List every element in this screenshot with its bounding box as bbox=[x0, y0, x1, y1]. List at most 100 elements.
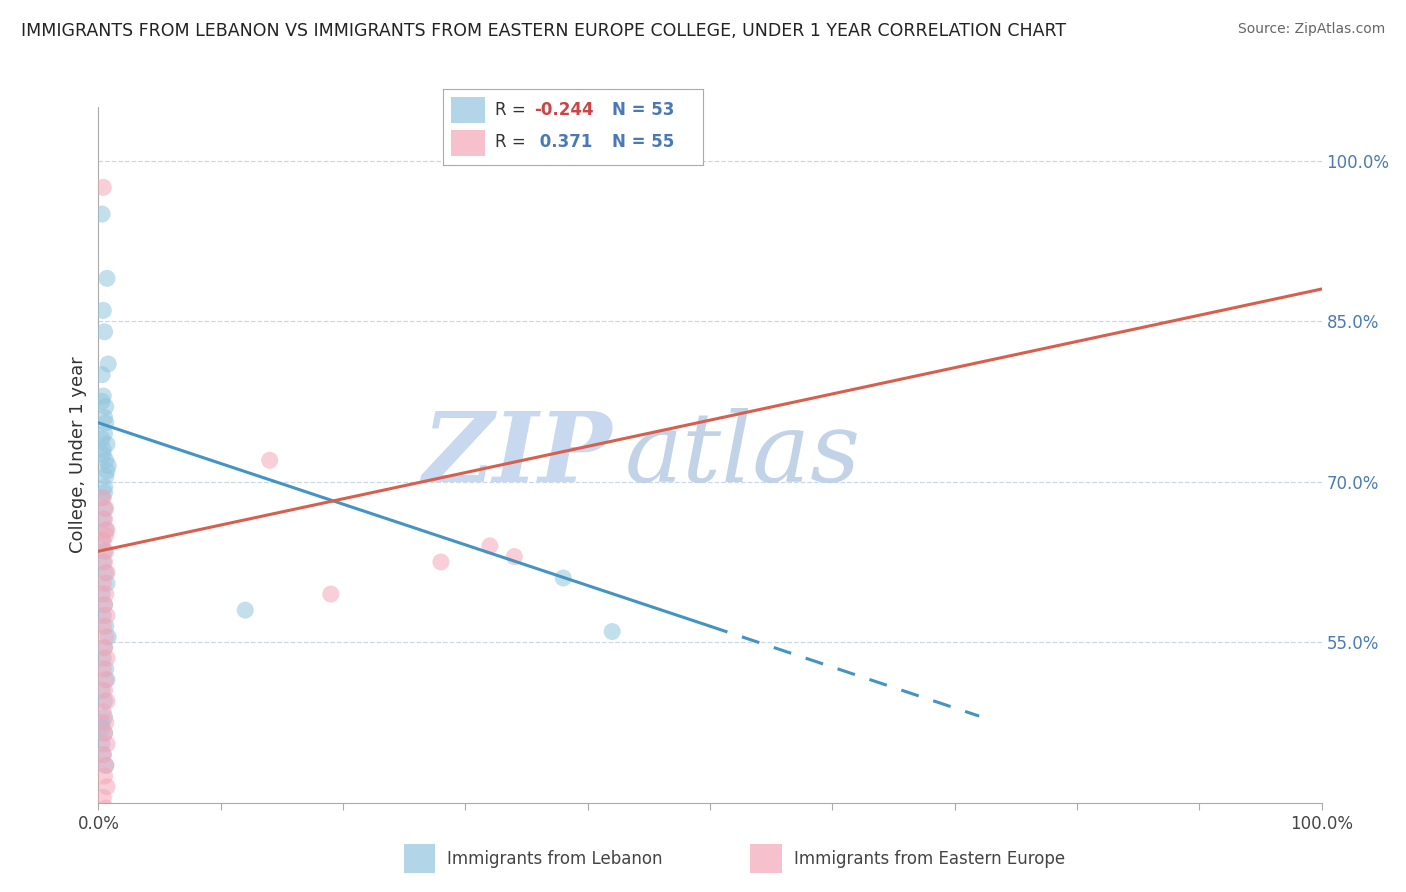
Point bbox=[94, 400, 117, 414]
Point bbox=[94, 630, 117, 644]
Point bbox=[93, 726, 115, 740]
Point bbox=[93, 325, 115, 339]
Point bbox=[91, 576, 114, 591]
Point bbox=[94, 587, 117, 601]
Point bbox=[91, 448, 114, 462]
Point bbox=[91, 533, 114, 548]
Point bbox=[94, 523, 117, 537]
Point bbox=[319, 587, 342, 601]
Point bbox=[91, 555, 114, 569]
Point bbox=[91, 533, 114, 548]
Point bbox=[93, 710, 115, 724]
Point bbox=[93, 694, 115, 708]
Point bbox=[93, 512, 115, 526]
Point bbox=[91, 683, 114, 698]
Point bbox=[97, 357, 120, 371]
Point bbox=[96, 651, 118, 665]
Point bbox=[91, 662, 114, 676]
Point bbox=[93, 640, 115, 655]
Point bbox=[93, 598, 115, 612]
Bar bbox=[751, 844, 782, 873]
Point bbox=[93, 726, 115, 740]
Bar bbox=[451, 130, 485, 156]
Point bbox=[93, 555, 115, 569]
Point bbox=[91, 737, 114, 751]
Point bbox=[91, 389, 114, 403]
Point bbox=[96, 608, 118, 623]
Point bbox=[91, 587, 114, 601]
Point bbox=[91, 747, 114, 762]
Point bbox=[91, 619, 114, 633]
Point bbox=[233, 603, 256, 617]
Point bbox=[91, 512, 114, 526]
Point bbox=[96, 523, 118, 537]
Point bbox=[94, 528, 117, 542]
Point bbox=[94, 758, 117, 772]
Point bbox=[94, 662, 117, 676]
Text: N = 55: N = 55 bbox=[612, 133, 675, 152]
Point bbox=[94, 544, 117, 558]
Point bbox=[96, 673, 118, 687]
Point bbox=[91, 394, 114, 409]
Point bbox=[91, 721, 114, 735]
Point bbox=[91, 705, 114, 719]
Point bbox=[91, 368, 114, 382]
Point bbox=[91, 491, 114, 505]
Text: R =: R = bbox=[495, 133, 531, 152]
Point bbox=[91, 651, 114, 665]
Point bbox=[93, 812, 115, 826]
Point bbox=[91, 608, 114, 623]
Text: Immigrants from Eastern Europe: Immigrants from Eastern Europe bbox=[793, 849, 1064, 868]
Point bbox=[94, 715, 117, 730]
Point bbox=[259, 453, 281, 467]
Point bbox=[91, 303, 114, 318]
Text: -0.244: -0.244 bbox=[534, 101, 593, 119]
Point bbox=[91, 180, 114, 194]
Y-axis label: College, Under 1 year: College, Under 1 year bbox=[69, 357, 87, 553]
Point bbox=[94, 416, 117, 430]
Point bbox=[503, 549, 526, 564]
Point bbox=[93, 640, 115, 655]
Point bbox=[91, 432, 114, 446]
Text: ZIP: ZIP bbox=[423, 408, 612, 502]
Point bbox=[94, 453, 117, 467]
Point bbox=[96, 822, 118, 837]
Point bbox=[93, 480, 115, 494]
Point bbox=[96, 737, 118, 751]
Text: Immigrants from Lebanon: Immigrants from Lebanon bbox=[447, 849, 662, 868]
Point bbox=[93, 855, 115, 869]
Text: 0.371: 0.371 bbox=[534, 133, 592, 152]
Point bbox=[96, 271, 118, 285]
Point bbox=[93, 426, 115, 441]
Point bbox=[553, 571, 575, 585]
Point bbox=[91, 715, 114, 730]
Point bbox=[97, 630, 120, 644]
Point bbox=[93, 544, 115, 558]
Point bbox=[94, 566, 117, 580]
Point bbox=[96, 576, 118, 591]
Text: Source: ZipAtlas.com: Source: ZipAtlas.com bbox=[1237, 22, 1385, 37]
Point bbox=[93, 683, 115, 698]
Point bbox=[91, 442, 114, 457]
Point bbox=[96, 780, 118, 794]
Bar bbox=[451, 97, 485, 122]
Point bbox=[94, 801, 117, 815]
Point bbox=[91, 491, 114, 505]
Point bbox=[600, 624, 623, 639]
Point bbox=[96, 566, 118, 580]
Point bbox=[93, 769, 115, 783]
Text: atlas: atlas bbox=[624, 408, 860, 502]
Point bbox=[94, 758, 117, 772]
Text: R =: R = bbox=[495, 101, 531, 119]
Point bbox=[96, 865, 118, 880]
Point bbox=[91, 207, 114, 221]
Point bbox=[94, 844, 117, 858]
Point bbox=[96, 437, 118, 451]
Point bbox=[94, 469, 117, 483]
Point bbox=[91, 747, 114, 762]
Bar bbox=[404, 844, 436, 873]
Text: IMMIGRANTS FROM LEBANON VS IMMIGRANTS FROM EASTERN EUROPE COLLEGE, UNDER 1 YEAR : IMMIGRANTS FROM LEBANON VS IMMIGRANTS FR… bbox=[21, 22, 1066, 40]
Point bbox=[94, 887, 117, 892]
Point bbox=[91, 833, 114, 847]
Point bbox=[94, 619, 117, 633]
